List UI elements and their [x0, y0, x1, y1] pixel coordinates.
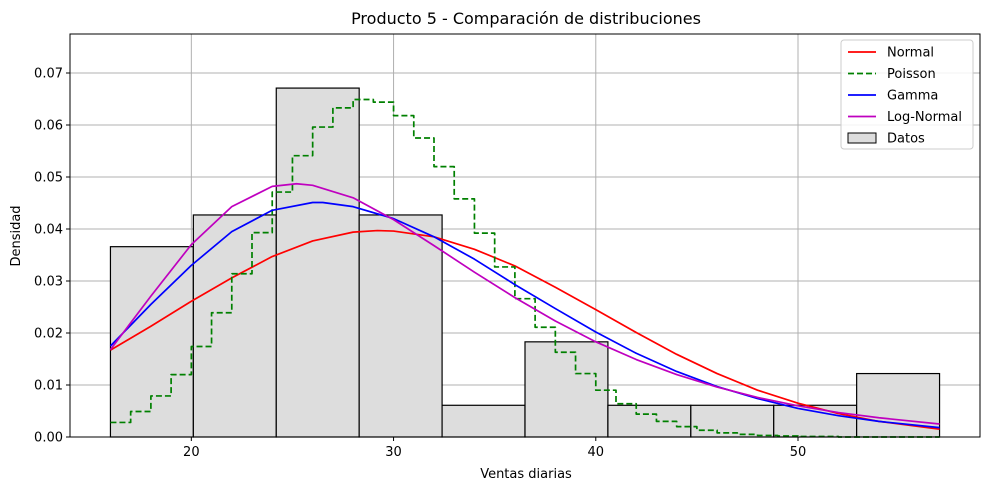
y-axis-label: Densidad: [9, 205, 24, 266]
x-axis: 20 30 40 50: [183, 437, 806, 460]
histogram: [109, 87, 941, 438]
histogram-bar: [275, 87, 360, 438]
x-axis-label: Ventas diarias: [480, 467, 572, 482]
histogram-bar: [358, 214, 443, 438]
y-axis: 0.00 0.01 0.02 0.03 0.04 0.05 0.06 0.07: [34, 67, 70, 446]
legend-box: [840, 39, 974, 150]
histogram-bar: [690, 404, 775, 438]
chart-title: Producto 5 - Comparación de distribucion…: [351, 9, 701, 28]
y-tick-label: 0.07: [34, 67, 63, 82]
histogram-bar: [192, 214, 277, 438]
series-line-gamma: [109, 201, 940, 429]
y-tick-label: 0.00: [34, 431, 63, 446]
histogram-bar: [441, 404, 526, 438]
legend-label: Gamma: [887, 89, 938, 104]
legend: Normal Poisson Gamma Log-Normal Datos: [840, 39, 974, 150]
series-line-poisson: [110, 98, 940, 438]
y-tick-label: 0.01: [34, 379, 63, 394]
x-tick-label: 20: [183, 445, 200, 460]
legend-swatch: [847, 132, 877, 144]
x-tick-label: 50: [790, 445, 807, 460]
legend-label: Datos: [887, 132, 925, 147]
x-tick-label: 30: [385, 445, 402, 460]
legend-label: Normal: [887, 46, 934, 61]
y-tick-label: 0.03: [34, 275, 63, 290]
plot-frame: [69, 33, 981, 438]
histogram-bar: [607, 404, 692, 438]
y-tick-label: 0.02: [34, 327, 63, 342]
series-lines: [109, 98, 940, 438]
legend-label: Poisson: [887, 67, 936, 82]
x-tick-label: 40: [588, 445, 605, 460]
y-tick-label: 0.06: [34, 119, 63, 134]
legend-label: Log-Normal: [887, 110, 962, 125]
series-line-log-normal: [109, 182, 940, 425]
y-tick-label: 0.04: [34, 223, 63, 238]
y-tick-label: 0.05: [34, 171, 63, 186]
histogram-bar: [773, 404, 858, 438]
